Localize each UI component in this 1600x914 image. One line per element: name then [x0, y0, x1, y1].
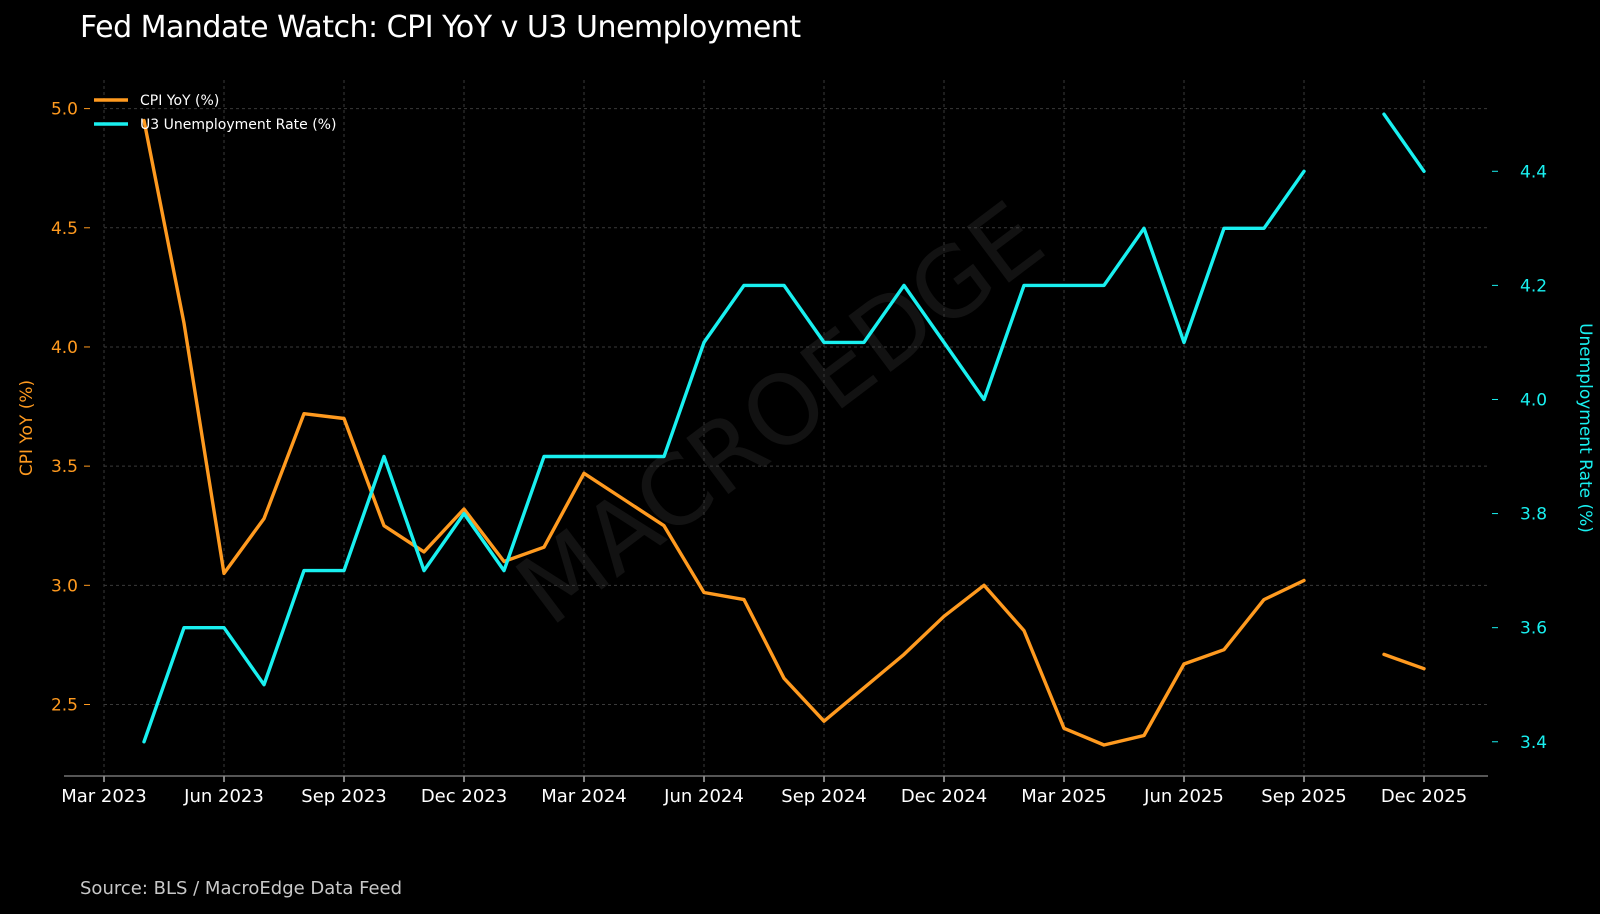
x-tick-label: Mar 2023	[61, 786, 147, 807]
x-tick-label: Dec 2025	[1381, 786, 1467, 807]
x-tick-label: Sep 2023	[301, 786, 386, 807]
left-tick-label: 4.5	[51, 219, 78, 239]
x-tick-label: Jun 2024	[663, 786, 744, 807]
legend-label-u3: U3 Unemployment Rate (%)	[140, 117, 336, 133]
right-tick-label: 3.6	[1520, 619, 1547, 639]
u3-line-segment	[142, 169, 1306, 744]
x-tick-label: Sep 2025	[1261, 786, 1346, 807]
right-tick-label: 4.2	[1520, 276, 1547, 296]
cpi-series	[142, 118, 1426, 747]
series-lines	[142, 112, 1426, 747]
right-tick-label: 4.4	[1520, 162, 1547, 182]
right-tick-label: 4.0	[1520, 390, 1547, 410]
right-axis-title: Unemployment Rate (%)	[1575, 323, 1595, 533]
right-tick-label: 3.8	[1520, 505, 1547, 525]
gridlines	[103, 80, 1488, 776]
legend-label-cpi: CPI YoY (%)	[140, 93, 219, 109]
axes: Mar 2023 Jun 2023 Sep 2023 Dec 2023 Mar 2024…	[17, 100, 1595, 807]
right-tick-label: 3.4	[1520, 733, 1547, 753]
legend: CPI YoY (%) U3 Unemployment Rate (%)	[94, 93, 336, 133]
watermark: MACROEDGE	[497, 181, 1064, 647]
x-tick-label: Dec 2024	[901, 786, 987, 807]
left-tick-label: 5.0	[51, 100, 78, 120]
u3-series	[142, 112, 1426, 744]
left-tick-label: 4.0	[51, 338, 78, 358]
left-tick-label: 3.0	[51, 576, 78, 596]
x-tick-label: Dec 2023	[421, 786, 507, 807]
left-tick-label: 2.5	[51, 695, 78, 715]
x-tick-label: Mar 2025	[1021, 786, 1107, 807]
left-tick-label: 3.5	[51, 457, 78, 477]
cpi-line-segment	[1382, 652, 1426, 671]
x-tick-label: Sep 2024	[781, 786, 866, 807]
left-axis-title: CPI YoY (%)	[17, 380, 37, 476]
cpi-line-segment	[142, 118, 1306, 747]
u3-line-segment	[1382, 112, 1426, 174]
source-note: Source: BLS / MacroEdge Data Feed	[80, 878, 403, 899]
x-tick-label: Mar 2024	[541, 786, 627, 807]
x-tick-label: Jun 2025	[1143, 786, 1224, 807]
x-tick-label: Jun 2023	[183, 786, 264, 807]
chart-title: Fed Mandate Watch: CPI YoY v U3 Unemploy…	[80, 10, 801, 45]
